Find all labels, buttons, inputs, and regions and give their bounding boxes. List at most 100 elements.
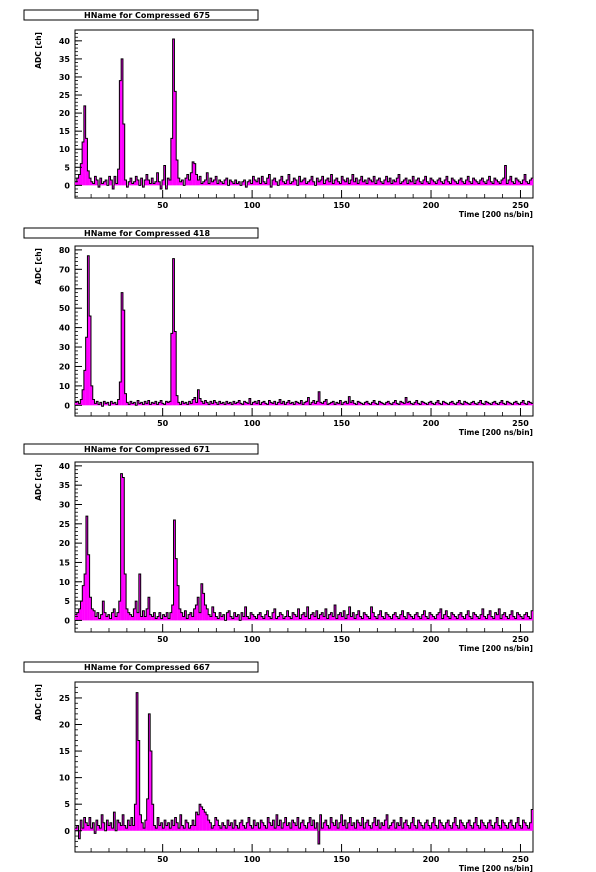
histogram-bin	[146, 403, 148, 406]
histogram-bin	[328, 181, 331, 186]
histogram-bin	[225, 828, 228, 831]
histogram-bin	[100, 614, 103, 621]
histogram-bin	[467, 403, 470, 406]
histogram-bin	[436, 614, 439, 621]
histogram-bin	[465, 179, 468, 186]
histogram-bin	[226, 612, 229, 621]
histogram-bin	[209, 178, 212, 186]
histogram-bin	[261, 402, 264, 406]
histogram-bin	[169, 401, 172, 406]
histogram-bin	[405, 397, 408, 406]
histogram-bin	[211, 181, 214, 186]
x-tick-label: 250	[512, 855, 529, 864]
histogram-bin	[151, 178, 154, 186]
histogram-bin	[275, 618, 278, 621]
histogram-bin	[245, 185, 248, 188]
histogram-bin	[375, 183, 377, 186]
histogram-bin	[89, 178, 92, 186]
histogram-bin	[518, 181, 521, 186]
histogram-bin	[405, 178, 408, 186]
histogram-bin	[107, 614, 110, 621]
histogram-bin	[500, 618, 503, 621]
histogram-bin	[368, 825, 371, 831]
histogram-bin	[296, 402, 299, 406]
histogram-bin	[443, 614, 446, 621]
histogram-bin	[394, 181, 397, 186]
histogram-bin	[426, 181, 429, 186]
histogram-bin	[323, 401, 326, 406]
histogram-bin	[146, 798, 149, 831]
histogram-bin	[165, 401, 168, 406]
histogram-bin	[113, 608, 116, 621]
histogram-bin	[461, 181, 464, 186]
histogram-bin	[401, 610, 404, 621]
histogram-bin	[493, 401, 496, 406]
histogram-bin	[155, 828, 158, 831]
histogram-bin	[435, 825, 438, 831]
histogram-bin	[407, 612, 410, 621]
histogram-bin	[490, 181, 493, 186]
histogram-bin	[319, 614, 322, 621]
histogram-bin	[130, 817, 133, 831]
histogram-bin	[388, 616, 391, 621]
histogram-bin	[481, 608, 484, 621]
histogram-bin	[121, 58, 124, 186]
histogram-bin	[341, 176, 344, 186]
histogram-bin	[344, 181, 347, 186]
histogram-bin	[242, 616, 245, 621]
histogram-bin	[470, 183, 473, 186]
histogram-bin	[324, 820, 327, 831]
histogram-bin	[92, 399, 95, 406]
histogram-bin	[527, 401, 530, 406]
histogram-bin	[98, 618, 101, 621]
histogram-bin	[288, 400, 290, 406]
histogram-bin	[149, 614, 152, 621]
y-tick-label: 35	[59, 481, 71, 490]
histogram-bin	[378, 178, 381, 186]
histogram-bin	[367, 403, 370, 406]
histogram-bin	[430, 401, 432, 406]
histogram-bin	[391, 822, 394, 831]
histogram-bin	[256, 181, 258, 186]
histogram-bin	[105, 179, 108, 186]
histogram-bin	[122, 123, 125, 186]
histogram-bin	[339, 183, 342, 186]
histogram-bin	[291, 402, 294, 406]
histogram-bin	[250, 183, 253, 186]
histogram-bin	[403, 179, 406, 186]
histogram-bin	[419, 822, 422, 831]
histogram-bin	[210, 616, 212, 621]
histogram-bin	[80, 601, 83, 621]
histogram-bin	[108, 176, 111, 186]
histogram-bin	[138, 403, 141, 406]
histogram-bin	[231, 618, 234, 621]
histogram-bin	[82, 585, 85, 621]
histogram-bin	[164, 820, 167, 831]
histogram-bin	[270, 185, 273, 188]
histogram-bin	[421, 183, 424, 186]
histogram-bin	[428, 402, 431, 406]
histogram-bin	[442, 401, 445, 406]
histogram-bin	[241, 612, 244, 621]
histogram-bin	[295, 616, 298, 621]
histogram-bin	[295, 179, 298, 186]
histogram-bin	[75, 181, 77, 186]
histogram-bin	[254, 401, 257, 406]
histogram-bin	[102, 601, 105, 621]
histogram-bin	[224, 179, 227, 186]
y-tick-label: 5	[64, 163, 70, 172]
histogram-bin	[168, 618, 171, 621]
histogram-bin	[133, 402, 136, 406]
title-box	[23, 661, 259, 673]
y-tick-label: 30	[59, 73, 71, 82]
histogram-bin	[470, 618, 473, 621]
histogram-bin	[260, 820, 263, 831]
histogram-bin	[273, 401, 276, 406]
histogram-bin	[479, 179, 482, 186]
y-tick-label: 20	[59, 721, 71, 730]
histogram-bin	[258, 828, 261, 831]
y-tick-label: 5	[64, 800, 70, 809]
histogram-bin	[183, 403, 186, 406]
histogram-bin	[197, 597, 200, 621]
histogram-bin	[148, 713, 151, 831]
